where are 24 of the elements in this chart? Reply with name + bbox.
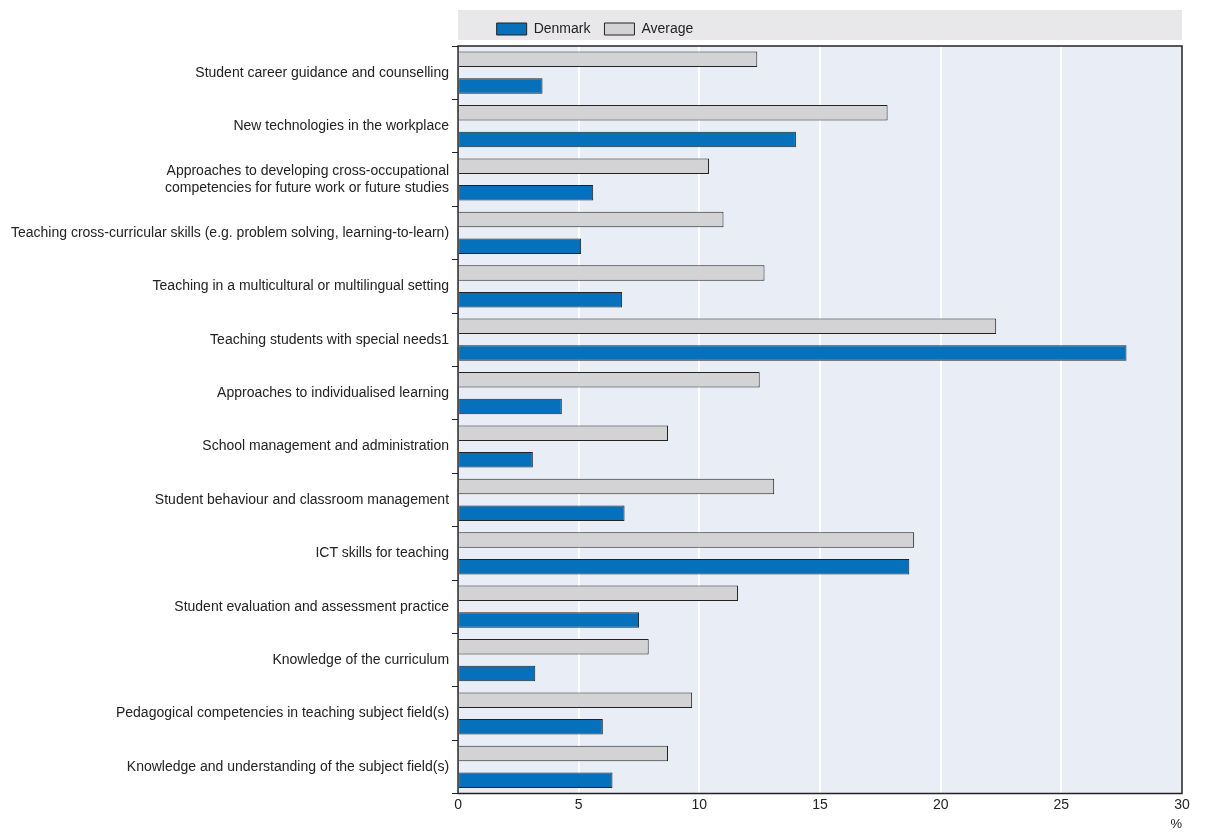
y-tick-label: New technologies in the workplace [233,116,450,133]
x-tick-label: 15 [812,795,829,812]
x-axis-title: % [1170,815,1183,831]
y-tick-label: ICT skills for teaching [315,544,450,561]
x-tick-label: 10 [691,795,708,812]
x-tick-label: 25 [1053,795,1070,812]
y-tick-label: Teaching cross-curricular skills (e.g. problem solving, learning-to-learn) [10,223,450,240]
y-tick-label: Pedagogical competencies in teaching subject field(s) [115,704,450,721]
y-tick-label: Teaching students with special needs1 [210,330,450,347]
x-tick-label: 20 [932,795,949,812]
y-tick-label: Approaches to individualised learning [217,383,450,400]
y-tick-label: Student evaluation and assessment practice [174,597,450,614]
x-tick-label: 30 [1174,795,1190,812]
legend-label: Average [641,19,694,36]
y-tick-label: Student career guidance and counselling [195,63,450,80]
y-tick-label: Approaches to developing cross-occupational competencies for future work or future studies [165,161,450,195]
y-tick-label: Student behaviour and classroom management [154,490,450,507]
y-tick-label: Knowledge and understanding of the subject field(s) [126,757,450,774]
x-tick-label: 5 [574,795,583,812]
legend-label: Denmark [533,19,592,36]
y-tick-label: School management and administration [202,437,450,454]
x-tick-label: 0 [454,795,463,812]
y-tick-label: Knowledge of the curriculum [272,650,450,667]
y-tick-label: Teaching in a multicultural or multilingual setting [152,277,450,294]
